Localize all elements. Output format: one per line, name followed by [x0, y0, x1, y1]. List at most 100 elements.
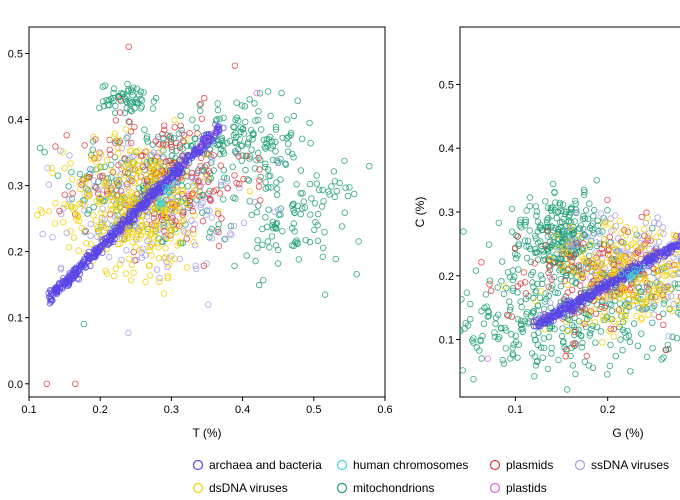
- left-point-plasmids: [179, 137, 187, 145]
- right-point-mitochondrions: [570, 223, 577, 231]
- left-point-mitochondrions: [178, 126, 185, 134]
- left-point-mitochondrions: [245, 177, 253, 184]
- left-point-mitochondrions: [320, 198, 327, 205]
- right-y-tick-label: 0.3: [439, 207, 454, 219]
- right-point-mitochondrions: [607, 341, 614, 348]
- right-point-mitochondrions: [557, 223, 564, 231]
- left-point-dsDNA-viruses: [183, 136, 190, 143]
- left-point-mitochondrions: [265, 136, 273, 143]
- left-point-dsDNA-viruses: [64, 202, 71, 209]
- right-point-mitochondrions: [549, 282, 556, 289]
- left-point-archaea-and-bacteria: [53, 286, 60, 293]
- left-point-dsDNA-viruses: [102, 179, 109, 186]
- left-point-dsDNA-viruses: [173, 228, 180, 236]
- left-point-ssDNA-viruses: [251, 198, 259, 206]
- right-point-archaea-and-bacteria: [614, 276, 621, 283]
- left-point-dsDNA-viruses: [144, 147, 151, 155]
- right-point-mitochondrions: [495, 311, 502, 318]
- left-point-mitochondrions: [212, 117, 220, 124]
- left-point-plasmids: [214, 210, 222, 217]
- left-point-plasmids: [52, 143, 59, 150]
- left-point-plasmids: [215, 242, 223, 250]
- right-point-mitochondrions: [504, 269, 512, 276]
- left-point-mitochondrions: [319, 186, 326, 194]
- left-point-mitochondrions: [103, 96, 110, 104]
- right-point-dsDNA-viruses: [633, 292, 640, 299]
- left-point-plasmids: [194, 130, 201, 137]
- left-point-dsDNA-viruses: [19, 272, 25, 278]
- right-point-dsDNA-viruses: [580, 258, 588, 265]
- left-point-mitochondrions: [344, 192, 352, 200]
- left-point-plasmids: [96, 173, 104, 180]
- right-point-mitochondrions: [589, 322, 597, 329]
- left-point-dsDNA-viruses: [191, 212, 198, 219]
- right-point-mitochondrions: [579, 339, 586, 347]
- right-point-mitochondrions: [451, 260, 457, 266]
- left-point-dsDNA-viruses: [158, 160, 165, 167]
- left-point-mitochondrions: [107, 95, 115, 103]
- left-point-mitochondrions: [107, 161, 115, 169]
- right-point-dsDNA-viruses: [620, 292, 628, 299]
- right-point-mitochondrions: [537, 272, 545, 279]
- right-point-ssDNA-viruses: [592, 249, 599, 256]
- right-point-mitochondrions: [571, 331, 578, 339]
- right-y-tick-label: 0.4: [439, 143, 454, 155]
- left-point-mitochondrions: [330, 168, 338, 175]
- left-point-archaea-and-bacteria: [139, 202, 146, 209]
- left-point-dsDNA-viruses: [132, 148, 140, 156]
- left-point-dsDNA-viruses: [59, 218, 67, 226]
- left-point-plastids: [203, 136, 211, 143]
- left-point-ssDNA-viruses: [66, 196, 73, 203]
- left-point-dsDNA-viruses: [77, 185, 84, 192]
- left-point-mitochondrions: [272, 123, 280, 131]
- legend-marker: [336, 459, 348, 471]
- right-point-dsDNA-viruses: [578, 273, 585, 281]
- right-point-archaea-and-bacteria: [601, 284, 608, 291]
- left-point-plasmids: [205, 190, 212, 197]
- left-point-dsDNA-viruses: [101, 211, 108, 218]
- left-point-mitochondrions: [99, 83, 106, 90]
- right-point-dsDNA-viruses: [562, 243, 569, 251]
- left-point-dsDNA-viruses: [176, 239, 183, 247]
- right-point-mitochondrions: [576, 225, 583, 232]
- left-point-dsDNA-viruses: [152, 225, 159, 232]
- left-point-mitochondrions: [229, 163, 236, 170]
- left-point-mitochondrions: [262, 214, 269, 221]
- right-point-mitochondrions: [503, 284, 510, 292]
- right-point-mitochondrions: [461, 325, 468, 332]
- left-point-plasmids: [162, 141, 170, 148]
- right-point-archaea-and-bacteria: [567, 304, 574, 311]
- right-point-mitochondrions: [538, 242, 545, 250]
- left-y-tick-label: 0.5: [8, 48, 23, 60]
- right-point-dsDNA-viruses: [636, 274, 644, 281]
- right-point-archaea-and-bacteria: [536, 319, 543, 326]
- right-point-dsDNA-viruses: [561, 250, 568, 257]
- right-point-mitochondrions: [506, 306, 514, 314]
- left-x-tick-label: 0.3: [164, 404, 179, 416]
- right-point-dsDNA-viruses: [633, 312, 640, 320]
- left-point-dsDNA-viruses: [110, 272, 118, 280]
- right-point-mitochondrions: [527, 258, 534, 265]
- right-point-dsDNA-viruses: [602, 241, 609, 248]
- right-point-archaea-and-bacteria: [675, 241, 680, 248]
- left-point-archaea-and-bacteria: [108, 236, 115, 244]
- left-data-points: [19, 43, 373, 387]
- left-point-dsDNA-viruses: [122, 172, 129, 179]
- left-point-plasmids: [194, 169, 201, 176]
- left-point-mitochondrions: [299, 190, 306, 197]
- left-point-mitochondrions: [244, 176, 251, 183]
- left-point-mitochondrions: [342, 184, 349, 191]
- right-point-dsDNA-viruses: [582, 268, 589, 275]
- left-point-archaea-and-bacteria: [176, 163, 183, 170]
- left-point-mitochondrions: [264, 143, 271, 150]
- left-point-dsDNA-viruses: [115, 178, 122, 185]
- left-point-dsDNA-viruses: [172, 188, 180, 196]
- left-point-mitochondrions: [54, 172, 62, 179]
- right-point-mitochondrions: [675, 284, 680, 291]
- right-point-plasmids: [579, 270, 586, 277]
- right-point-dsDNA-viruses: [638, 314, 645, 322]
- left-point-dsDNA-viruses: [178, 218, 185, 225]
- right-point-dsDNA-viruses: [643, 299, 650, 306]
- right-point-mitochondrions: [509, 276, 517, 284]
- left-point-ssDNA-viruses: [90, 177, 97, 184]
